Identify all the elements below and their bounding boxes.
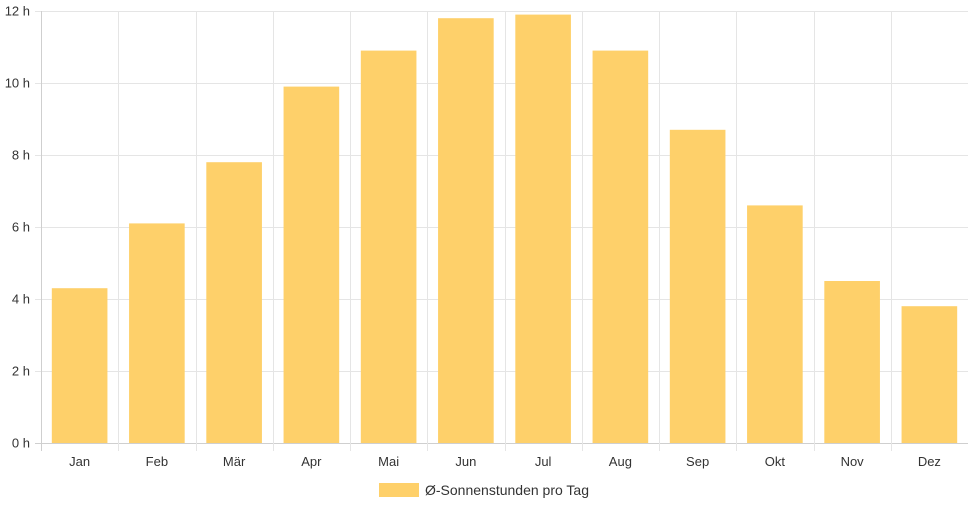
bar-mär[interactable] [206,162,262,443]
bar-layer [51,14,958,444]
y-tick-label: 4 h [12,292,30,307]
x-tick-label: Sep [686,454,709,469]
x-tick-label: Apr [301,454,322,469]
x-tick-label: Jun [455,454,476,469]
y-tick-label: 0 h [12,436,30,451]
bar-sep[interactable] [669,129,726,444]
x-tick-label: Mär [223,454,246,469]
bar-okt[interactable] [747,205,803,443]
bar-jun[interactable] [438,18,494,443]
y-axis-labels: 0 h 2 h 4 h 6 h 8 h 10 h 12 h [5,4,30,451]
bar-jul[interactable] [515,14,571,443]
grid-layer [35,11,968,451]
y-tick-label: 2 h [12,364,30,379]
x-tick-label: Dez [918,454,941,469]
x-tick-label: Jan [69,454,90,469]
bar-apr[interactable] [283,86,340,443]
x-tick-label: Mai [378,454,399,469]
bar-feb[interactable] [129,223,185,443]
y-tick-label: 12 h [5,4,30,19]
y-tick-label: 6 h [12,220,30,235]
bar-mai[interactable] [360,50,417,443]
legend-label[interactable]: Ø-Sonnenstunden pro Tag [425,482,589,498]
x-tick-label: Okt [765,454,786,469]
x-tick-label: Feb [146,454,168,469]
x-tick-label: Aug [609,454,632,469]
bar-aug[interactable] [592,50,649,443]
y-tick-label: 10 h [5,76,30,91]
x-axis-labels: Jan Feb Mär Apr Mai Jun Jul Aug Sep Okt Nov Dez [69,454,941,469]
x-tick-label: Nov [841,454,865,469]
bar-nov[interactable] [824,281,880,443]
bar-jan[interactable] [51,288,108,443]
legend[interactable]: Ø-Sonnenstunden pro Tag [379,482,589,498]
x-tick-label: Jul [535,454,552,469]
bar-dez[interactable] [901,306,958,443]
y-tick-label: 8 h [12,148,30,163]
legend-swatch[interactable] [379,483,419,497]
